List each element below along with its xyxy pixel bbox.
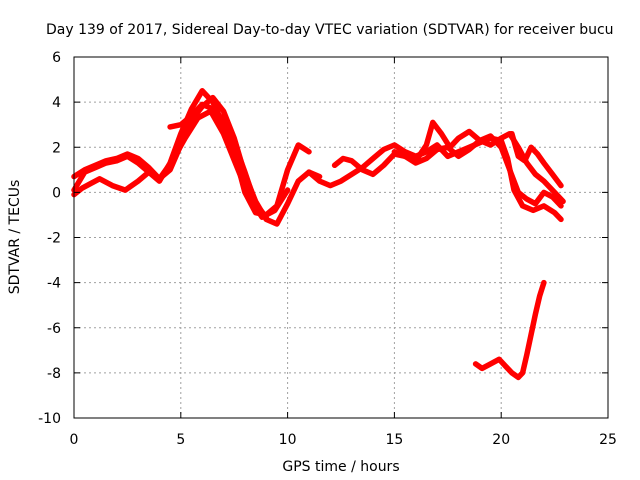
series-layer — [71, 88, 566, 381]
y-tick-label: -8 — [47, 366, 61, 382]
tick-layer: 0 5 10 15 20 25 -10 -8 -6 -4 -2 0 2 4 6 — [38, 50, 617, 448]
y-axis-title: SDTVAR / TECUs — [7, 180, 23, 295]
series-line-1 — [71, 88, 312, 218]
y-tick-label: -4 — [47, 276, 61, 292]
x-tick-label: 15 — [385, 432, 403, 448]
x-tick-label: 5 — [176, 432, 185, 448]
y-tick-label: -10 — [38, 411, 61, 427]
x-tick-label: 25 — [599, 432, 617, 448]
series-line-3 — [71, 108, 291, 220]
series-line-7 — [391, 119, 566, 205]
y-tick-label: -6 — [47, 321, 61, 337]
x-tick-label: 10 — [279, 432, 297, 448]
series-line-6 — [331, 133, 564, 209]
x-axis-title: GPS time / hours — [282, 459, 399, 475]
y-tick-label: 4 — [52, 95, 61, 111]
x-tick-label: 20 — [492, 432, 510, 448]
y-tick-label: 0 — [52, 185, 61, 201]
y-tick-label: 2 — [52, 140, 61, 156]
grid-layer — [74, 57, 608, 418]
series-line-4 — [167, 101, 269, 220]
x-tick-label: 0 — [70, 432, 79, 448]
y-tick-label: 6 — [52, 50, 61, 66]
chart-title: Day 139 of 2017, Sidereal Day-to-day VTE… — [46, 22, 614, 38]
series-line-8 — [509, 130, 564, 189]
series-line-9 — [472, 279, 547, 381]
y-tick-label: -2 — [47, 231, 61, 247]
